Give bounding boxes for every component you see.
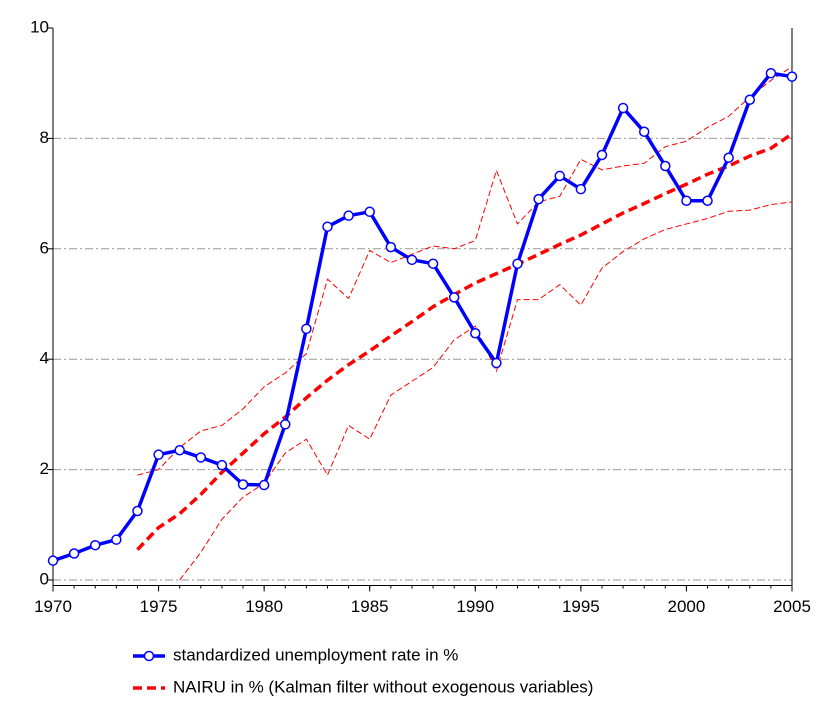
y-tick-label: 6 — [40, 238, 49, 257]
marker — [660, 160, 671, 172]
marker — [554, 170, 565, 182]
marker — [575, 183, 587, 195]
marker — [786, 71, 798, 82]
y-tick-label: 8 — [40, 128, 49, 147]
marker — [174, 445, 185, 456]
marker — [596, 149, 608, 161]
marker — [258, 479, 270, 491]
marker — [132, 505, 143, 517]
marker — [89, 539, 101, 551]
marker — [47, 555, 59, 566]
y-tick-label: 2 — [40, 459, 49, 478]
x-tick-label: 1985 — [351, 597, 389, 616]
marker — [153, 449, 164, 460]
marker — [448, 292, 460, 303]
x-tick-label: 1970 — [34, 597, 72, 616]
marker — [280, 419, 291, 430]
x-tick-label: 2000 — [668, 597, 706, 616]
legend-label: NAIRU in % (Kalman filter without exogen… — [173, 677, 593, 696]
marker — [427, 258, 439, 269]
legend-marker — [143, 650, 155, 662]
marker — [406, 254, 418, 266]
marker — [765, 68, 777, 79]
x-tick-label: 2005 — [773, 597, 811, 616]
y-tick-label: 4 — [40, 349, 49, 368]
marker — [723, 152, 734, 163]
marker — [533, 193, 544, 205]
marker — [237, 479, 249, 490]
marker — [470, 327, 481, 339]
marker — [491, 357, 502, 369]
series-line — [52, 71, 793, 563]
legend-label: standardized unemployment rate in % — [173, 645, 458, 664]
marker — [343, 210, 354, 221]
marker — [322, 221, 333, 232]
marker — [681, 195, 692, 207]
x-tick-label: 1995 — [562, 597, 600, 616]
marker — [512, 258, 523, 269]
marker — [702, 195, 713, 207]
series-line — [137, 66, 793, 476]
marker — [385, 241, 397, 253]
x-tick-label: 1980 — [245, 597, 283, 616]
marker — [111, 534, 122, 545]
series-line — [136, 132, 793, 551]
marker — [195, 452, 207, 463]
series-line — [179, 201, 793, 581]
y-tick-label: 10 — [30, 17, 49, 36]
marker — [617, 102, 629, 114]
marker — [301, 323, 312, 335]
marker — [638, 126, 650, 138]
marker — [744, 94, 756, 106]
marker — [364, 206, 375, 218]
x-tick-label: 1975 — [140, 597, 178, 616]
marker — [68, 548, 80, 559]
marker — [216, 459, 228, 471]
x-tick-label: 1990 — [456, 597, 494, 616]
y-tick-label: 0 — [40, 569, 49, 588]
